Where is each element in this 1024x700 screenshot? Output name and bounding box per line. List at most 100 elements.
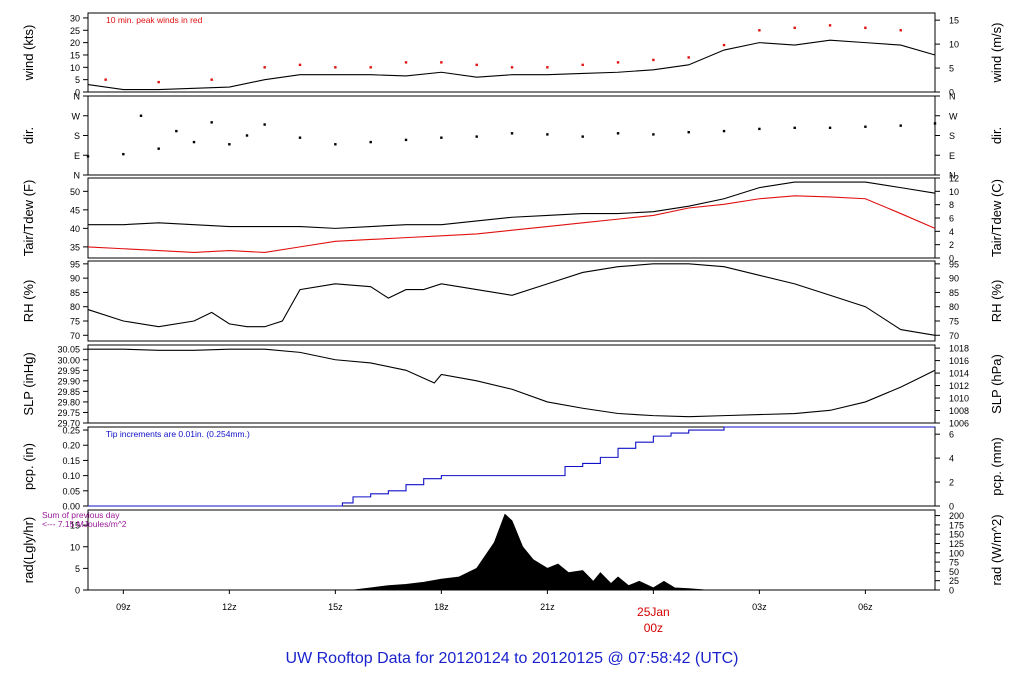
y-tick-label-right: 4 (949, 454, 954, 464)
y-tick-label-right: 1006 (949, 419, 969, 429)
x-tick-label: 09z (116, 602, 131, 612)
y-tick-label-left: 15 (70, 50, 80, 60)
y-tick-label-right: 4 (949, 227, 954, 237)
data-point (722, 43, 726, 47)
data-point (369, 140, 372, 144)
data-point (157, 147, 160, 150)
y-tick-label-left: 15 (70, 521, 80, 531)
data-point (245, 134, 249, 137)
panel-pcp: 0.00 0.05 0.10 0.15 0.20 0.25 0 2 4 6 pcp. (in) pcp… (21, 426, 1004, 512)
y-tick-label-left: 29.90 (57, 376, 80, 386)
data-point (228, 143, 231, 146)
y-tick-label-right: 1010 (949, 394, 969, 404)
panel-rad: 0510150255075100125150175200rad(Lgly/hr)… (21, 509, 1004, 596)
panel-slp: 29.7029.7529.8029.8529.9029.9530.0030.05… (21, 344, 1004, 429)
y-tick-label-right: 175 (949, 520, 964, 530)
data-point (192, 140, 196, 144)
y-tick-label-left: 29.70 (57, 419, 80, 429)
data-point (139, 114, 143, 117)
x-axis: 09z 12z 15z 18z 21z 00z 03z 06z 25Jan (116, 590, 873, 635)
y-tick-label-left: 5 (75, 75, 80, 85)
y-tick-label-right: 10 (949, 187, 959, 197)
y-tick-label-right: 5 (949, 64, 954, 74)
y-tick-label-left: E (74, 151, 80, 161)
panel-rh: 70 75 80 85 90 95 70 75 80 85 90 95 RH (%) RH (%) (21, 259, 1004, 342)
data-point (475, 63, 478, 67)
data-point (263, 66, 266, 69)
data-point (758, 29, 761, 32)
y-tick-label-right: 70 (949, 331, 959, 341)
panel-frame (87, 177, 936, 259)
y-tick-label-left: 0.05 (62, 486, 80, 496)
data-point (157, 80, 160, 84)
data-point (122, 152, 125, 156)
x-tick-label: 00z (644, 621, 663, 635)
date-marker-label: 25Jan (637, 605, 670, 619)
y-tick-label-right: 0 (949, 586, 954, 596)
y-tick-label-left: 0.10 (62, 471, 80, 481)
data-point (510, 132, 514, 135)
y-axis-label-right: rad (W/m^2) (989, 514, 1004, 585)
y-tick-label-left: 0 (75, 88, 80, 98)
x-tick-label: 18z (434, 602, 449, 612)
series-black-line (88, 348, 936, 418)
y-axis-label-left: rad(Lgly/hr) (21, 517, 36, 583)
data-point (687, 131, 690, 134)
y-axis-label-left: SLP (inHg) (21, 352, 36, 415)
y-tick-label-left: 0.00 (62, 502, 80, 512)
x-tick-label: 12z (222, 602, 237, 612)
y-tick-label-left: 50 (70, 187, 80, 197)
data-point (864, 125, 867, 128)
y-tick-label-right: 1012 (949, 381, 969, 391)
y-tick-label-left: 25 (70, 26, 80, 36)
y-tick-label-right: 0 (949, 254, 954, 264)
panel-annotation-line: Sum of previous day (42, 510, 120, 520)
y-tick-label-left: 20 (70, 38, 80, 48)
y-tick-label-left: 30.05 (57, 345, 80, 355)
y-tick-label-right: 15 (949, 16, 959, 26)
y-tick-label-right: 2 (949, 240, 954, 250)
data-point (581, 135, 584, 138)
y-tick-label-right: 200 (949, 511, 964, 521)
panel-frame (87, 344, 936, 424)
y-tick-label-right: 0 (949, 502, 954, 512)
y-tick-label-left: 30.00 (57, 355, 80, 365)
data-point (334, 66, 337, 69)
series-blue-line (88, 426, 935, 507)
y-tick-label-left: 35 (70, 242, 80, 252)
y-tick-label-right: 125 (949, 539, 964, 549)
y-tick-label-left: 29.95 (57, 366, 80, 376)
data-point (899, 29, 902, 32)
y-axis-label-right: RH (%) (989, 280, 1004, 323)
data-point (933, 122, 937, 125)
y-tick-label-right: 1008 (949, 406, 969, 416)
y-tick-label-right: 25 (949, 576, 959, 586)
data-point (722, 129, 726, 133)
data-point (440, 136, 443, 139)
data-point (210, 121, 213, 124)
y-tick-label-right: N (949, 92, 956, 102)
y-tick-label-left: S (74, 131, 80, 141)
y-axis-label-left: Tair/Tdew (F) (21, 180, 36, 257)
y-tick-label-right: 90 (949, 274, 959, 284)
series-black-points (86, 114, 937, 158)
panel-wind: 0 5 10 15 20 25 30 0 5 10 15 wind (kts) wind (m/s) 10… (21, 12, 1004, 98)
y-axis-label-right: SLP (hPa) (989, 354, 1004, 414)
y-tick-label-left: 40 (70, 224, 80, 234)
y-tick-label-left: 10 (70, 542, 80, 552)
x-tick-label: 21z (540, 602, 555, 612)
y-tick-label-right: 100 (949, 548, 964, 558)
data-point (758, 127, 761, 131)
y-tick-label-left: 75 (70, 317, 80, 327)
y-axis-label-right: Tair/Tdew (C) (989, 179, 1004, 257)
y-tick-label-right: 75 (949, 558, 959, 568)
y-tick-label-left: 0.15 (62, 456, 80, 466)
y-tick-label-right: 10 (949, 40, 959, 50)
data-point (404, 138, 408, 142)
panel-annotation-line: <--- 7.15 MJoules/m^2 (42, 519, 127, 529)
y-tick-label-left: 85 (70, 288, 80, 298)
y-tick-label-left: 90 (70, 274, 80, 284)
data-point (298, 63, 302, 67)
y-tick-label-left: 0.25 (62, 426, 80, 436)
